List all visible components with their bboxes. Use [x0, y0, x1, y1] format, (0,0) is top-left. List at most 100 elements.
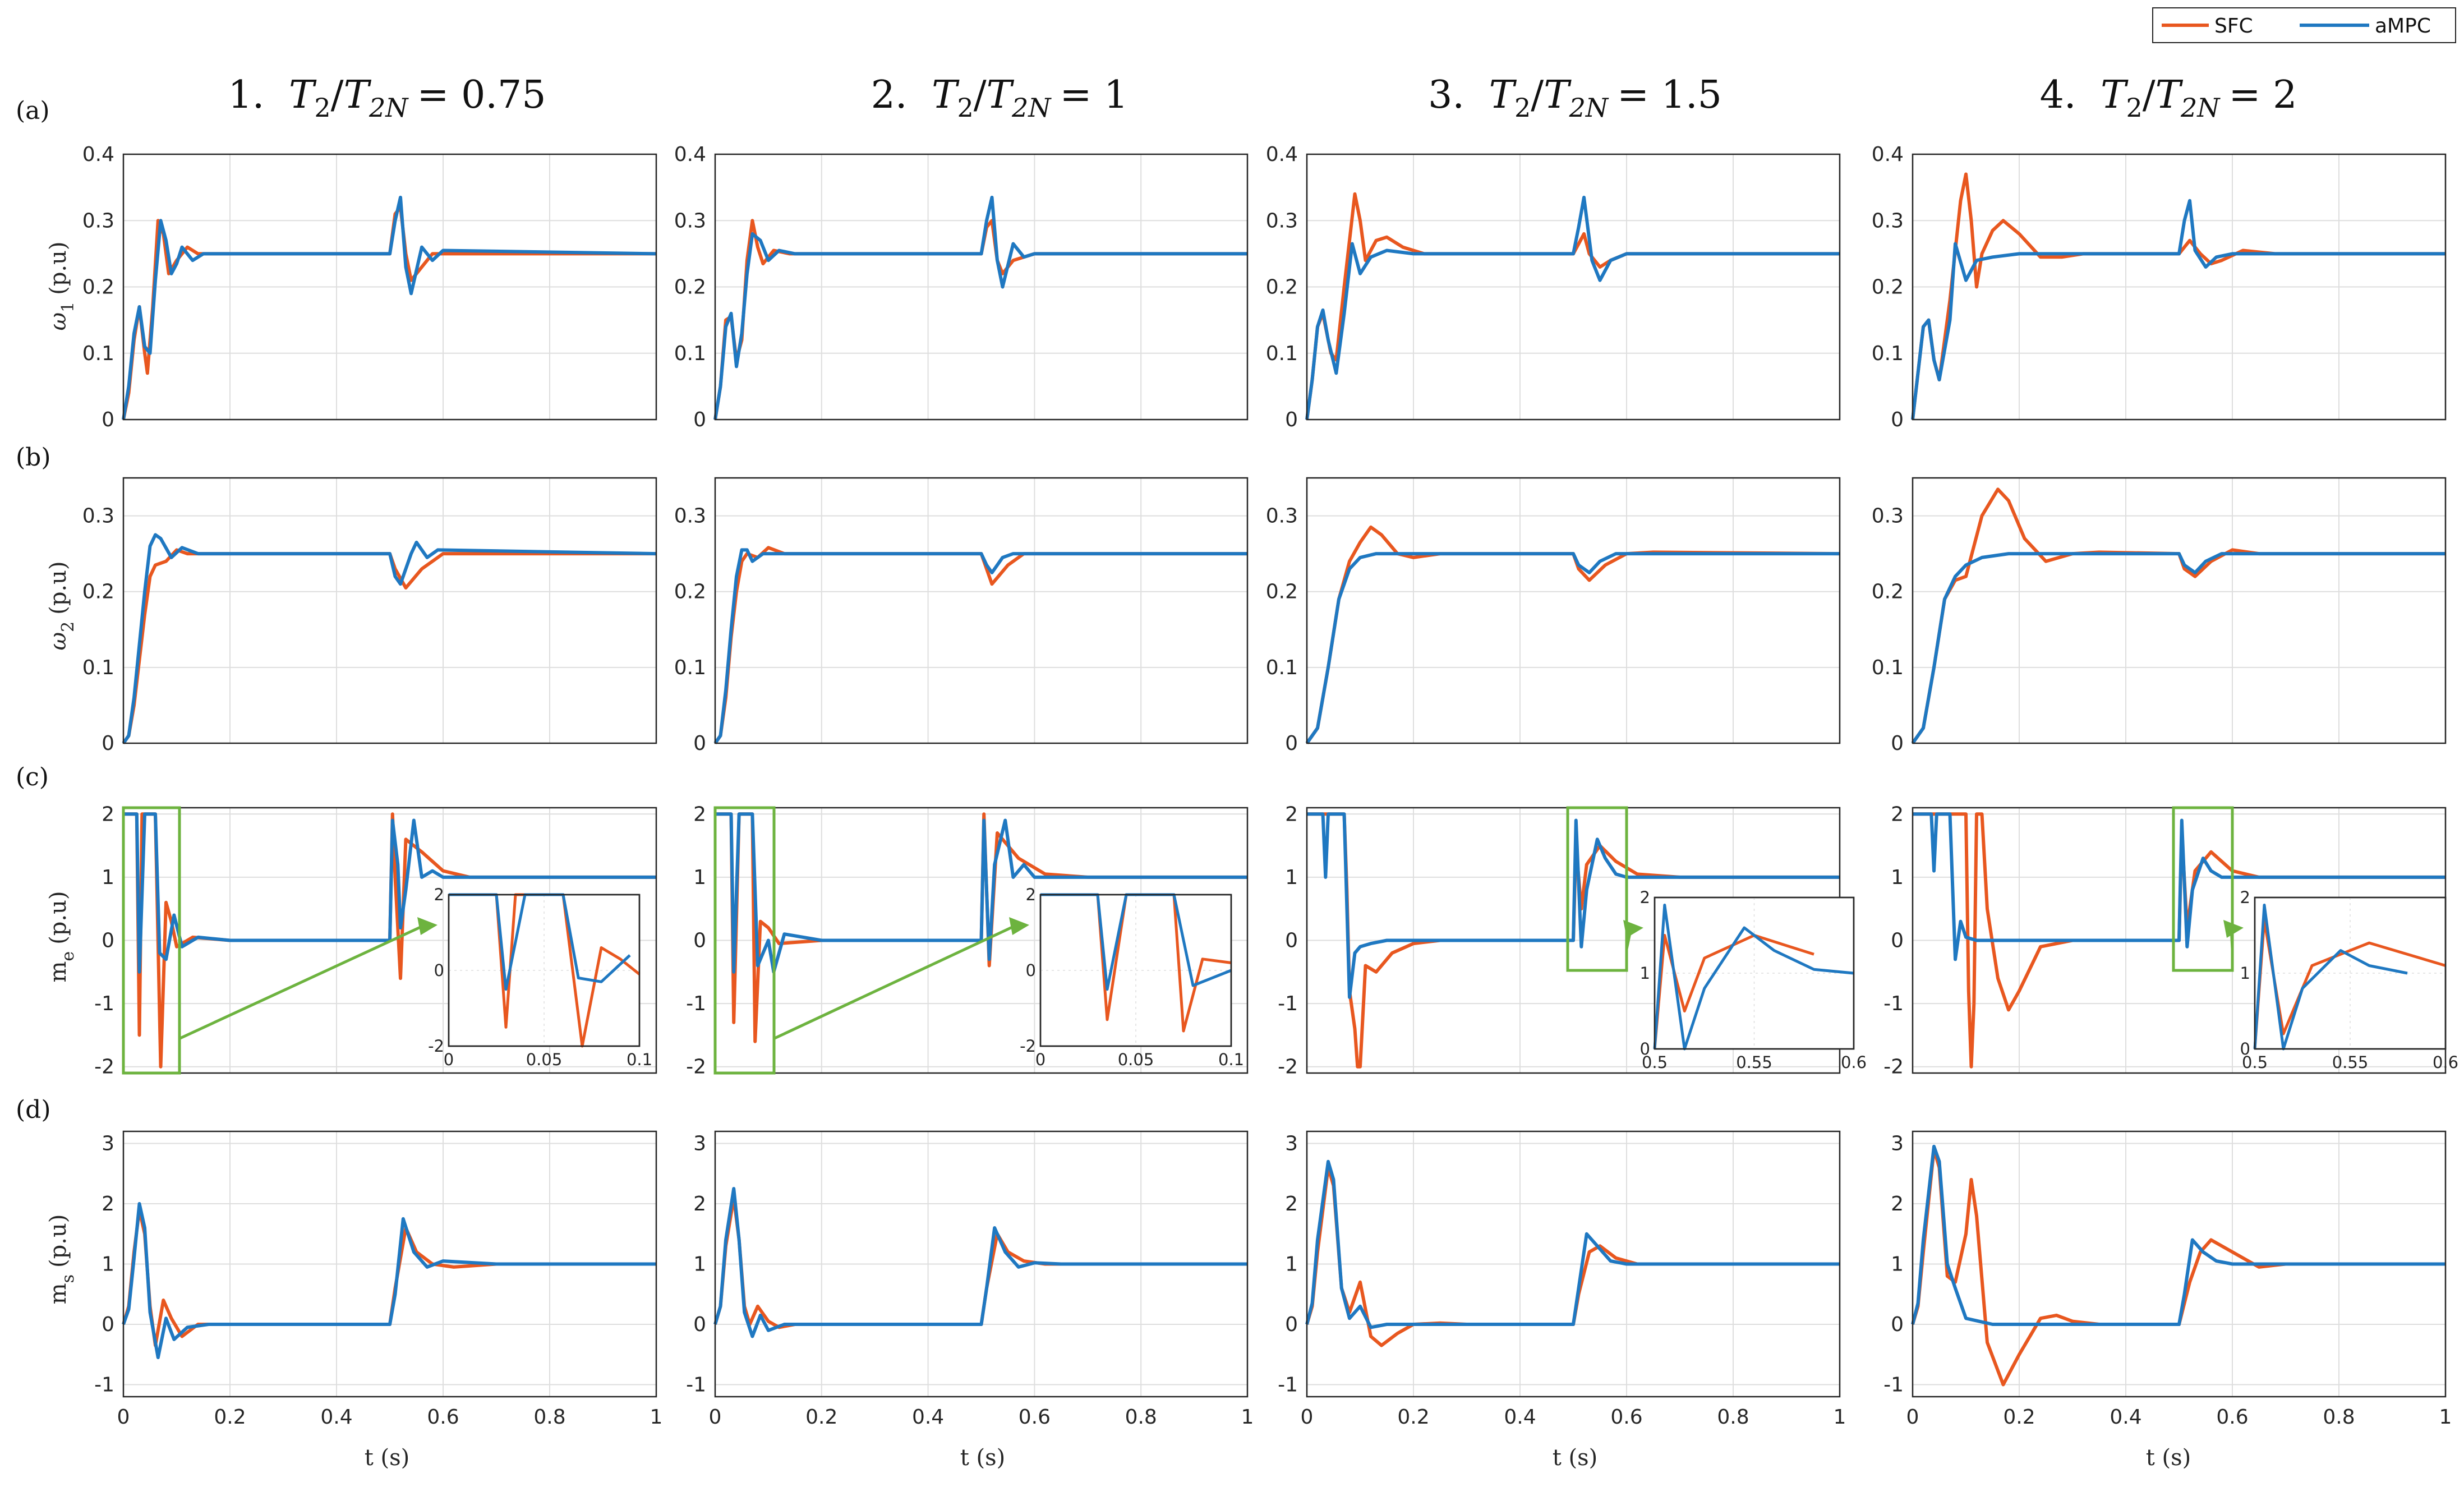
inset-y-tick-label: -2 — [428, 1037, 444, 1056]
zoom-source-box — [1566, 806, 1628, 972]
y-tick-label: 0 — [1285, 1313, 1298, 1336]
y-tick-label: -1 — [1278, 1374, 1298, 1397]
ylabel-w2: ω2(p.u) — [45, 561, 78, 650]
x-tick-label: 0.2 — [214, 1406, 246, 1429]
x-tick-label: 1 — [1834, 1406, 1846, 1429]
inset-y-tick-label: 1 — [2240, 964, 2250, 983]
ylabel-w1: ω1(p.u) — [45, 241, 78, 330]
inset-y-tick-label: 0 — [1640, 1039, 1650, 1058]
svg-text:2. T2/T2N= 1: 2. T2/T2N = 1 — [871, 73, 1129, 123]
plot-background — [1307, 478, 1840, 743]
series-ampc-line — [1307, 812, 1840, 999]
inset-x-tick-label: 0.55 — [2332, 1053, 2369, 1072]
inset-x-tick-label: 0.6 — [2433, 1053, 2458, 1072]
row-label-d: (d) — [16, 1095, 51, 1124]
y-tick-label: -1 — [94, 1374, 114, 1397]
inset-border — [448, 894, 641, 1047]
inset-series-ampc-line — [1653, 904, 1854, 1051]
x-tick-label: 0.8 — [1717, 1406, 1749, 1429]
x-tick-label: 0.8 — [533, 1406, 565, 1429]
y-tick-label: 3 — [102, 1132, 114, 1155]
plot-background — [123, 478, 656, 743]
y-tick-label: -2 — [1883, 1056, 1904, 1079]
y-tick-label: 0.3 — [1266, 505, 1298, 528]
y-tick-label: 2 — [693, 1193, 706, 1216]
svg-text:1. T2/T2N= 0.75: 1. T2/T2N = 0.75 — [228, 73, 546, 123]
inset-border — [1654, 896, 1855, 1050]
column-title-4-eq: = 2 — [2229, 73, 2297, 117]
y-tick-label: 0.3 — [82, 505, 114, 528]
plot-frame — [1306, 477, 1841, 744]
plot-frame — [714, 153, 1249, 421]
y-tick-label: 1 — [693, 1253, 706, 1276]
column-title-1-num: 1. — [228, 73, 265, 117]
x-tick-label: 0.6 — [1019, 1406, 1051, 1429]
zoom-source-box — [2172, 806, 2234, 972]
xlabel-col3: t (s) — [1553, 1445, 1598, 1471]
series-ampc-line — [1911, 199, 2445, 420]
subplot-w2-col4: 0 0.1 0.2 0.3 — [1872, 477, 2447, 755]
x-tick-label: 0.8 — [1125, 1406, 1157, 1429]
y-tick-label: 0.1 — [674, 342, 706, 365]
y-tick-label: 0 — [693, 408, 706, 431]
y-tick-label: 0.2 — [82, 276, 114, 299]
y-tick-label: 3 — [693, 1132, 706, 1155]
y-tick-label: -2 — [686, 1056, 706, 1079]
y-tick-label: 0.2 — [1872, 581, 1904, 604]
zoom-inset-col1: 0 0.05 0.1-202 — [122, 806, 652, 1075]
plot-frame — [1912, 1130, 2447, 1398]
x-tick-label: 0.8 — [2323, 1406, 2355, 1429]
zoom-inset-col2: 0 0.05 0.1-202 — [713, 806, 1244, 1075]
series-ampc-line — [1305, 1159, 1840, 1329]
column-title-2: 2. T2/T2N = 1 — [871, 73, 1129, 123]
y-tick-label: 2 — [102, 803, 114, 826]
plot-background — [715, 478, 1247, 743]
x-tick-label: 0.6 — [2216, 1406, 2248, 1429]
y-tick-label: 0.1 — [1266, 342, 1298, 365]
y-tick-label: 1 — [1285, 1253, 1298, 1276]
y-tick-label: 0.4 — [82, 143, 114, 166]
zoom-arrow-head — [1009, 917, 1029, 935]
inset-y-tick-label: 0 — [1026, 961, 1036, 980]
x-tick-label: 0.4 — [912, 1406, 944, 1429]
y-tick-label: 0 — [1891, 1313, 1904, 1336]
ylabel-ms: ms(p.u) — [45, 1214, 78, 1305]
y-tick-label: 0.2 — [1266, 276, 1298, 299]
y-tick-label: 0.2 — [674, 276, 706, 299]
y-tick-label: -1 — [1278, 992, 1298, 1015]
x-tick-label: 0.6 — [427, 1406, 459, 1429]
inset-y-tick-label: -2 — [1020, 1037, 1036, 1056]
y-tick-label: 0.2 — [1266, 581, 1298, 604]
y-tick-label: 0.3 — [82, 209, 114, 232]
y-tick-label: 0.3 — [1266, 209, 1298, 232]
y-tick-label: 0 — [693, 929, 706, 952]
y-tick-label: 0 — [102, 732, 114, 755]
y-tick-label: 0.3 — [674, 209, 706, 232]
y-tick-label: 0.1 — [82, 342, 114, 365]
zoom-source-box — [122, 806, 181, 1075]
subplot-w1-col1: 0 0.1 0.2 0.3 0.4 — [82, 143, 657, 431]
y-tick-label: 1 — [1285, 866, 1298, 889]
column-title-2-num: 2. — [871, 73, 908, 117]
plot-background — [1913, 478, 2445, 743]
y-tick-label: -2 — [1278, 1056, 1298, 1079]
inset-x-tick-label: 0 — [1035, 1050, 1046, 1069]
column-title-4: 4. T2/T2N = 2 — [2040, 73, 2297, 123]
column-title-3: 3. T2/T2N = 1.5 — [1428, 73, 1722, 123]
plot-frame — [714, 477, 1249, 744]
y-tick-label: 0.2 — [674, 581, 706, 604]
column-title-3-num: 3. — [1428, 73, 1464, 117]
plot-frame — [714, 1130, 1249, 1398]
y-tick-label: 2 — [693, 803, 706, 826]
y-tick-label: 0 — [1891, 929, 1904, 952]
y-tick-label: 0.3 — [1872, 505, 1904, 528]
inset-border — [1039, 894, 1232, 1047]
y-tick-label: -1 — [1883, 1374, 1904, 1397]
x-tick-label: 0.2 — [2003, 1406, 2035, 1429]
legend: SFC aMPC — [2152, 7, 2456, 43]
